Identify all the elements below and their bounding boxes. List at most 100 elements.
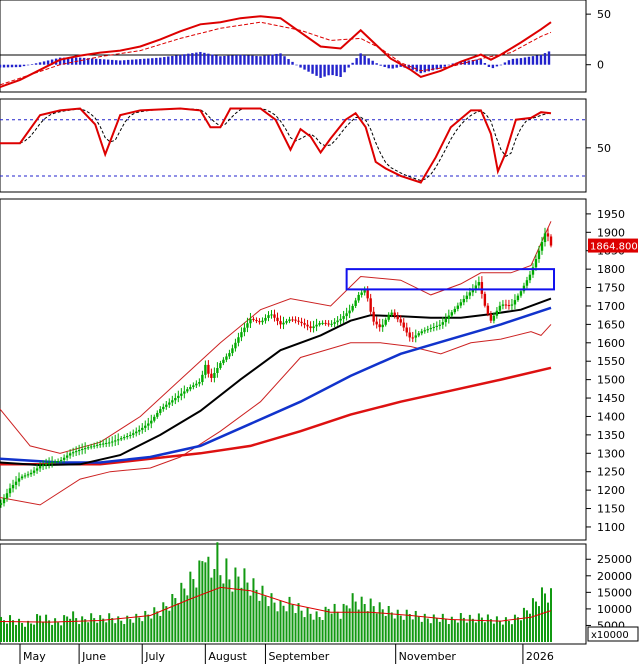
volume-bar (345, 605, 348, 642)
macd-histogram-bar (355, 58, 358, 65)
volume-bar (489, 619, 492, 642)
macd-histogram-bar (14, 64, 18, 68)
macd-histogram-bar (431, 64, 434, 71)
macd-histogram-bar (102, 59, 106, 65)
volume-bar (90, 613, 93, 642)
volume-bar (405, 609, 408, 642)
candle-body (144, 425, 147, 428)
macd-histogram-bar (463, 60, 467, 65)
macd-histogram-bar (523, 57, 527, 65)
candle-body (141, 427, 144, 430)
macd-histogram-bar (163, 57, 166, 65)
candle-body (83, 448, 87, 450)
candle-body (29, 472, 33, 475)
macd-histogram-bar (22, 64, 26, 67)
macd-histogram-bar (411, 64, 414, 70)
macd-histogram-bar (479, 59, 483, 65)
macd-histogram-bar (135, 59, 138, 65)
candle-body (381, 324, 384, 328)
candle-body (171, 400, 174, 403)
macd-histogram-bar (283, 56, 286, 65)
last-price-label: 1864.800 (590, 242, 638, 253)
candle-body (417, 333, 420, 336)
macd-histogram-bar (399, 64, 402, 67)
macd-histogram-bar (86, 58, 90, 65)
macd-histogram-bar (303, 64, 306, 70)
candle-body (504, 304, 508, 306)
macd-histogram-bar (82, 57, 86, 65)
candle-body (390, 312, 393, 315)
macd-histogram-bar (331, 64, 334, 76)
candle-body (453, 308, 457, 313)
volume-bar (231, 591, 234, 642)
volume-bar (378, 602, 381, 642)
volume-bar (375, 613, 378, 642)
volume-bar (525, 610, 528, 642)
candle-body (432, 326, 435, 329)
candle-body (219, 363, 222, 369)
candle-body (53, 461, 57, 463)
price-tick-label: 1400 (597, 410, 625, 423)
candle-body (231, 348, 234, 354)
candle-body (489, 314, 493, 321)
candle-body (159, 409, 162, 413)
macd-histogram-bar (199, 51, 202, 65)
volume-bar (252, 578, 255, 642)
macd-histogram-bar (215, 55, 218, 65)
candle-body (474, 285, 478, 289)
candle-body (59, 459, 63, 462)
macd-histogram-bar (295, 64, 298, 66)
volume-bar (138, 617, 141, 642)
volume-bar (477, 613, 480, 642)
volume-bar (387, 606, 390, 642)
macd-histogram-bar (90, 58, 94, 65)
macd-histogram-bar (66, 57, 70, 65)
candle-body (423, 330, 426, 332)
candle-body (23, 475, 27, 477)
candle-body (150, 420, 153, 424)
candle-body (483, 293, 487, 306)
candle-body (303, 323, 306, 325)
macd-histogram-bar (46, 60, 50, 65)
volume-bar (528, 613, 531, 642)
macd-histogram-bar (219, 56, 222, 65)
candle-body (207, 364, 210, 374)
candle-body (183, 391, 186, 394)
volume-bar (207, 556, 210, 642)
volume-bar (546, 602, 549, 642)
price-tick-label: 1550 (597, 355, 625, 368)
macd-histogram-bar (98, 59, 102, 65)
volume-bar (516, 617, 519, 642)
volume-bar (297, 603, 300, 642)
candle-body (195, 383, 198, 386)
candle-body (8, 488, 12, 494)
month-label: September (268, 650, 329, 663)
price-tick-label: 1500 (597, 374, 625, 387)
candle-body (26, 474, 30, 476)
candle-body (426, 329, 429, 331)
candle-body (107, 442, 111, 444)
volume-bar (159, 615, 162, 642)
macd-histogram-bar (70, 57, 74, 65)
candle-body (468, 292, 472, 296)
candle-body (333, 322, 336, 324)
macd-histogram-bar (423, 64, 426, 73)
candle-body (210, 373, 213, 378)
candle-body (47, 462, 51, 464)
macd-histogram-bar (491, 64, 495, 69)
macd-histogram-bar (211, 54, 214, 65)
volume-bar (550, 588, 552, 642)
macd-histogram-bar (383, 64, 386, 67)
candle-body (336, 320, 339, 323)
candle-body (120, 438, 123, 440)
candle-body (77, 449, 81, 452)
macd-histogram-bar (203, 52, 206, 65)
macd-histogram-bar (231, 55, 234, 65)
macd-histogram-bar (387, 64, 390, 69)
volume-bar (429, 623, 432, 642)
candle-body (249, 318, 252, 324)
volume-bar (474, 622, 477, 642)
panel-oscillator: 50 (0, 98, 611, 193)
volume-bar (228, 579, 231, 642)
